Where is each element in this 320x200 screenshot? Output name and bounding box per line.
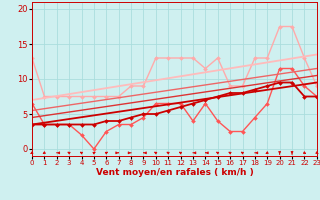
X-axis label: Vent moyen/en rafales ( km/h ): Vent moyen/en rafales ( km/h ) (96, 168, 253, 177)
